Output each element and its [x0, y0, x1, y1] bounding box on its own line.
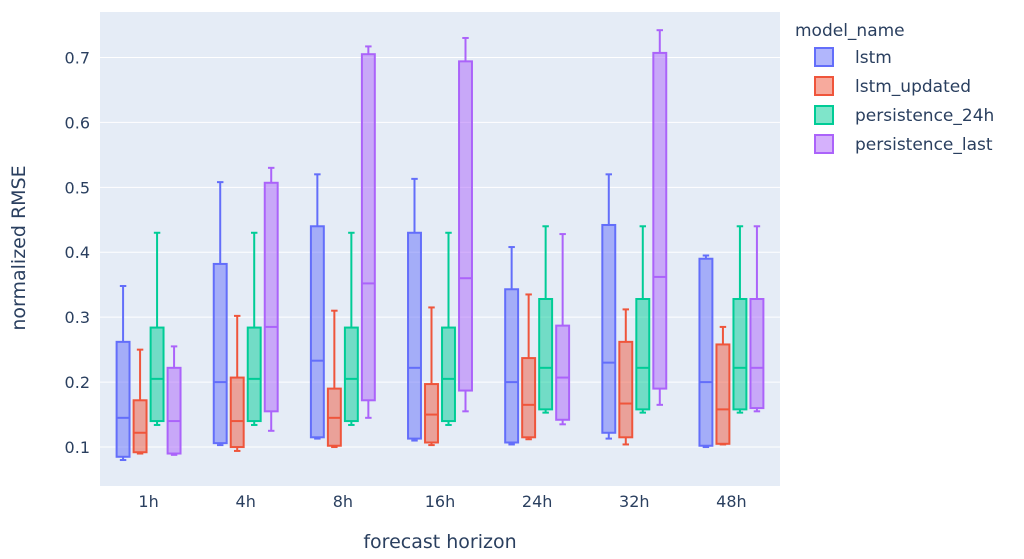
box-persistence_last-4h [263, 166, 279, 432]
x-tick-label: 32h [619, 492, 650, 511]
legend-label: persistence_last [855, 135, 993, 155]
y-tick-label: 0.6 [65, 113, 90, 132]
x-axis-ticks: 1h 4h 8h 16h 24h 32h 48h [138, 492, 746, 511]
y-tick-label: 0.5 [65, 178, 90, 197]
box-iqr [263, 181, 279, 413]
box-persistence_24h-48h [732, 225, 748, 414]
box-persistence_last-16h [458, 36, 473, 413]
legend-swatch [814, 105, 834, 125]
box-iqr [732, 297, 748, 411]
box-lstm_updated-4h [229, 314, 245, 452]
box-iqr [229, 376, 245, 449]
box-persistence_24h-24h [538, 225, 554, 414]
legend-swatch [814, 134, 834, 154]
x-tick-label: 4h [236, 492, 256, 511]
box-lstm-48h [698, 254, 714, 449]
box-iqr [343, 326, 359, 423]
box-lstm_updated-48h [715, 325, 731, 446]
x-tick-label: 16h [425, 492, 456, 511]
box-iqr [458, 60, 473, 392]
box-lstm_updated-32h [618, 308, 634, 446]
series-lstm_updated [132, 293, 731, 455]
box-persistence_24h-4h [246, 231, 262, 426]
box-persistence_24h-32h [635, 225, 651, 414]
y-axis-title: normalized RMSE [8, 165, 30, 330]
box-iqr [601, 223, 617, 434]
legend-label: lstm [855, 48, 892, 68]
box-persistence_last-1h [166, 345, 182, 456]
x-axis-title: forecast horizon [363, 531, 516, 553]
box-lstm-24h [504, 246, 520, 446]
box-lstm-4h [212, 181, 228, 447]
legend-swatch [814, 76, 834, 96]
box-iqr [555, 324, 571, 421]
box-iqr [246, 326, 262, 423]
box-lstm-32h [601, 173, 617, 440]
x-tick-label: 1h [138, 492, 158, 511]
box-iqr [407, 231, 422, 440]
box-iqr [698, 257, 714, 447]
series-persistence_last [166, 29, 765, 456]
box-persistence_24h-16h [441, 231, 456, 426]
box-iqr [212, 262, 228, 445]
box-persistence_last-24h [555, 233, 571, 426]
x-tick-label: 8h [333, 492, 353, 511]
box-persistence_24h-8h [343, 231, 359, 426]
box-iqr [635, 297, 651, 411]
box-persistence_last-32h [652, 29, 668, 406]
box-iqr [441, 326, 456, 423]
box-lstm_updated-24h [521, 293, 537, 441]
box-persistence_24h-1h [149, 231, 165, 426]
box-lstm-16h [407, 177, 422, 442]
y-tick-label: 0.4 [65, 243, 90, 262]
box-iqr [166, 366, 182, 455]
legend-label: lstm_updated [855, 77, 971, 97]
box-iqr [538, 297, 554, 411]
y-tick-label: 0.3 [65, 308, 90, 327]
y-tick-label: 0.1 [65, 438, 90, 457]
box-iqr [115, 340, 131, 458]
legend-item-persistence_last: persistence_last [814, 134, 993, 155]
box-iqr [521, 357, 537, 439]
legend-swatch [814, 47, 834, 67]
box-iqr [652, 51, 668, 390]
box-lstm_updated-16h [424, 306, 439, 447]
box-lstm-1h [115, 285, 131, 462]
plot-area [100, 12, 780, 486]
box-lstm_updated-1h [132, 348, 148, 455]
box-iqr [424, 383, 439, 444]
box-iqr [309, 225, 325, 439]
x-tick-label: 48h [716, 492, 747, 511]
legend-item-persistence_24h: persistence_24h [814, 105, 994, 126]
y-tick-label: 0.7 [65, 48, 90, 67]
y-tick-label: 0.2 [65, 373, 90, 392]
y-axis-ticks: 0.1 0.2 0.3 0.4 0.5 0.6 0.7 [65, 48, 90, 457]
legend-item-lstm: lstm [814, 47, 892, 68]
legend: model_name lstm lstm_updated persistence_2… [795, 21, 994, 155]
box-lstm_updated-8h [326, 309, 342, 449]
x-tick-label: 24h [522, 492, 553, 511]
box-iqr [715, 343, 731, 445]
box-series [115, 29, 765, 462]
box-iqr [618, 340, 634, 439]
box-iqr [749, 297, 765, 410]
box-iqr [132, 399, 148, 454]
box-lstm-8h [309, 173, 325, 440]
series-persistence_24h [149, 225, 748, 426]
box-iqr [360, 53, 376, 402]
box-persistence_last-48h [749, 225, 765, 413]
legend-title: model_name [795, 21, 905, 41]
box-persistence_last-8h [360, 45, 376, 419]
series-lstm [115, 173, 714, 462]
legend-label: persistence_24h [855, 106, 994, 126]
box-iqr [149, 326, 165, 423]
legend-item-lstm_updated: lstm_updated [814, 76, 971, 97]
box-iqr [504, 288, 520, 444]
